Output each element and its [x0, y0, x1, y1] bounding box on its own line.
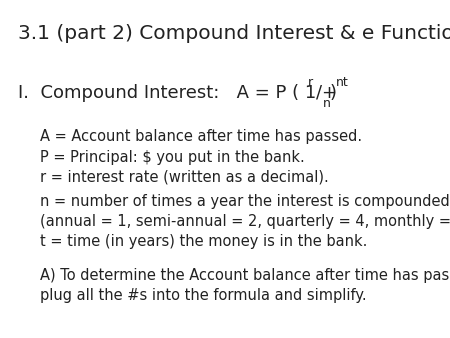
Text: A) To determine the Account balance after time has passed,: A) To determine the Account balance afte…: [40, 268, 450, 283]
Text: t = time (in years) the money is in the bank.: t = time (in years) the money is in the …: [40, 234, 368, 249]
Text: A = Account balance after time has passed.: A = Account balance after time has passe…: [40, 129, 363, 144]
Text: nt: nt: [336, 76, 349, 89]
Text: plug all the #s into the formula and simplify.: plug all the #s into the formula and sim…: [40, 288, 367, 303]
Text: I.  Compound Interest:   A = P ( 1 +: I. Compound Interest: A = P ( 1 +: [18, 84, 343, 102]
Text: n = number of times a year the interest is compounded.: n = number of times a year the interest …: [40, 194, 450, 209]
Text: /: /: [316, 84, 323, 102]
Text: 3.1 (part 2) Compound Interest & e Functions: 3.1 (part 2) Compound Interest & e Funct…: [18, 24, 450, 43]
Text: ): ): [330, 84, 337, 102]
Text: P = Principal: $ you put in the bank.: P = Principal: $ you put in the bank.: [40, 150, 305, 165]
Text: (annual = 1, semi-annual = 2, quarterly = 4, monthly = 12, etc.): (annual = 1, semi-annual = 2, quarterly …: [40, 214, 450, 229]
Text: n: n: [323, 97, 330, 110]
Text: r = interest rate (written as a decimal).: r = interest rate (written as a decimal)…: [40, 170, 329, 185]
Text: r: r: [308, 76, 313, 89]
